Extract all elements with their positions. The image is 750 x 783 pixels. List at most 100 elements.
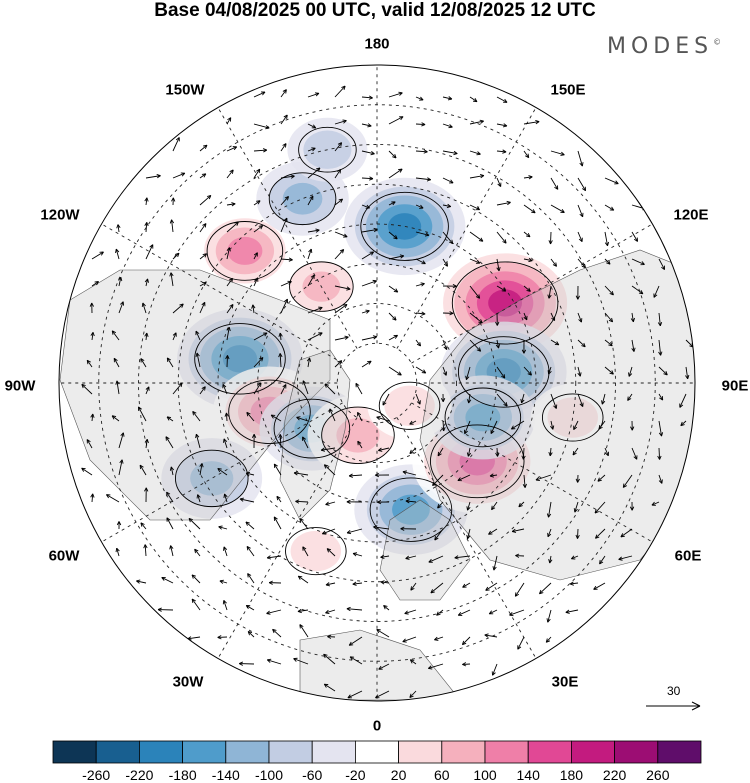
wind-arrow (442, 366, 448, 376)
wind-arrow (118, 459, 124, 476)
wind-arrow (116, 224, 121, 233)
wind-arrow (307, 274, 315, 287)
wind-arrow (161, 576, 174, 584)
wind-arrow (653, 285, 660, 298)
wind-arrow (270, 414, 282, 422)
wind-arrow (604, 339, 613, 347)
wind-arrow (550, 204, 565, 214)
wind-arrow (141, 302, 147, 314)
wind-arrow (268, 580, 282, 585)
wind-arrow (577, 393, 584, 407)
wind-arrow (595, 528, 606, 539)
contour-high-asia-east (451, 261, 559, 345)
wind-arrow (143, 544, 148, 557)
wind-arrow (521, 447, 526, 460)
wind-arrow (514, 582, 525, 597)
wind-arrow (327, 634, 336, 639)
wind-arrow (195, 433, 201, 449)
wind-vectors (81, 85, 694, 699)
wind-arrow (266, 609, 282, 615)
wind-arrow (495, 339, 501, 349)
wind-arrow (496, 149, 507, 154)
wind-arrow (334, 142, 343, 152)
wind-arrow (465, 366, 471, 381)
wind-arrow (89, 302, 94, 314)
wind-arrow (604, 258, 611, 265)
wind-arrow (442, 203, 452, 209)
wind-arrow (575, 285, 580, 300)
wind-arrow (434, 636, 444, 641)
lat-lon-grid (59, 65, 695, 701)
wind-arrow (432, 474, 444, 486)
wind-arrow (307, 167, 321, 179)
wind-arrow (577, 177, 587, 192)
wind-arrow (115, 380, 120, 395)
wind-arrow (226, 221, 239, 233)
colorbar-label: 60 (434, 767, 450, 783)
wind-arrow (199, 253, 208, 260)
wind-arrow (548, 231, 553, 245)
wind-arrow (321, 528, 336, 535)
wind-arrow (577, 366, 582, 377)
wind-arrow (457, 474, 471, 482)
wind-arrow (383, 605, 390, 611)
wind-arrow (604, 285, 614, 296)
wind-arrow (577, 339, 586, 348)
wind-arrow (457, 609, 471, 616)
wind-arrow (550, 339, 560, 346)
colorbar-swatch (441, 740, 486, 764)
contour-low-westsib (444, 387, 522, 448)
wind-arrow (172, 303, 184, 314)
wind-arrow (467, 393, 472, 404)
wind-arrow (631, 258, 645, 266)
wind-arrow (334, 303, 348, 314)
colorbar-swatch (138, 740, 183, 764)
wind-arrow (651, 501, 660, 506)
wind-arrow (278, 353, 283, 368)
contour-high-hudson (228, 379, 311, 444)
meridian-300 (101, 402, 343, 543)
wind-arrow (469, 231, 484, 242)
wind-arrow (280, 298, 288, 314)
lon-label-90e: 90E (721, 377, 749, 395)
wind-arrow (604, 312, 614, 323)
wind-arrow (618, 555, 633, 561)
wind-arrow (199, 282, 207, 287)
wind-arrow (140, 522, 147, 530)
wind-arrow (253, 200, 261, 206)
wind-arrow (658, 339, 663, 356)
wind-arrow (545, 636, 552, 643)
wind-arrow (172, 252, 180, 260)
wind-arrow (253, 148, 268, 153)
wind-arrow (517, 636, 525, 650)
meridian-30 (396, 417, 537, 659)
wind-arrow (329, 408, 336, 422)
wind-arrow (627, 393, 633, 401)
wind-arrow (226, 202, 236, 207)
colorbar-label: -100 (254, 767, 284, 783)
wind-arrow (550, 258, 557, 267)
wind-arrow (415, 149, 428, 154)
wind-arrow (604, 366, 614, 375)
landmass-africa-edge (299, 629, 461, 701)
wind-arrow (116, 521, 122, 530)
wind-arrow (226, 169, 234, 179)
wind-arrow (593, 582, 606, 590)
wind-arrow (361, 227, 378, 233)
wind-arrow (469, 258, 481, 264)
wind-arrow (280, 217, 288, 233)
wind-arrow (188, 517, 201, 530)
wind-arrow (224, 412, 229, 422)
lon-label-60e: 60E (674, 547, 702, 565)
wind-arrow (334, 119, 347, 125)
wind-arrow (348, 473, 363, 478)
wind-arrow (86, 359, 93, 368)
wind-arrow (361, 95, 373, 100)
wind-arrow (469, 96, 478, 103)
wind-arrow (402, 636, 417, 643)
wind-arrow (346, 499, 363, 504)
wind-arrow (572, 447, 579, 456)
wind-arrow (253, 252, 258, 260)
wind-arrow (218, 525, 228, 530)
